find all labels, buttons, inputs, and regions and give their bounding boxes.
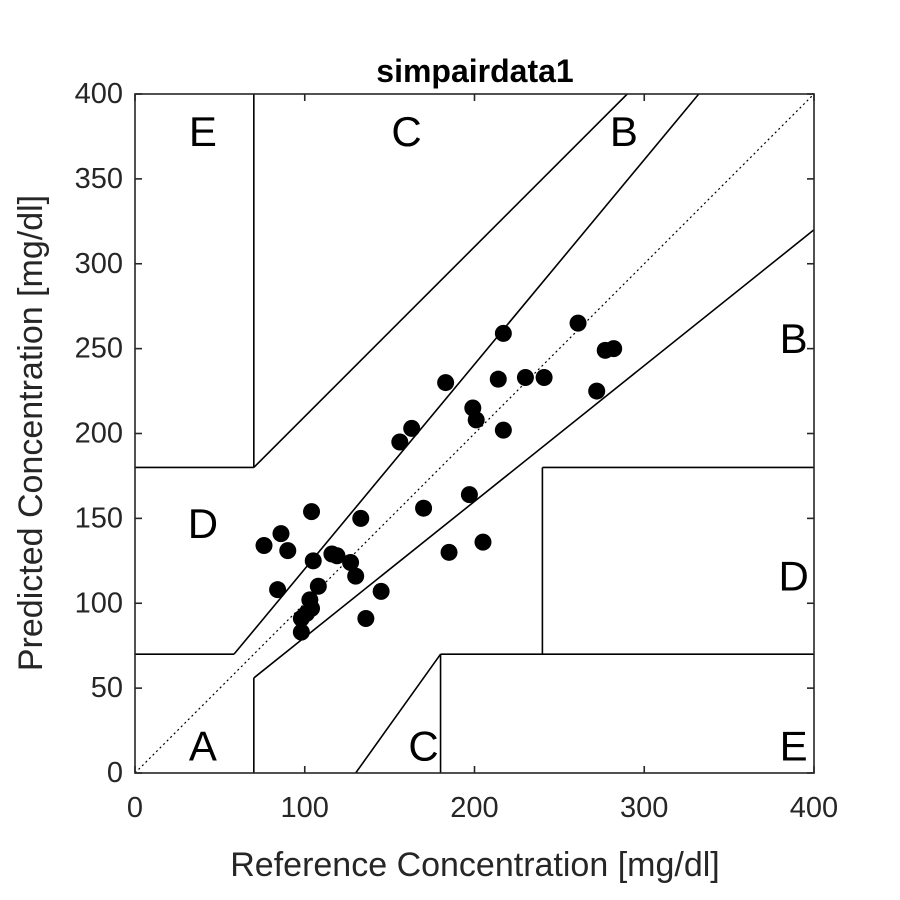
data-point	[494, 421, 512, 439]
data-point	[352, 509, 370, 527]
data-point	[605, 340, 623, 358]
y-tick-label: 200	[75, 418, 123, 450]
y-tick-label: 300	[75, 248, 123, 280]
y-tick-label: 400	[75, 78, 123, 110]
y-axis: 0 50 100 150 200 250 300 350 400	[75, 78, 814, 789]
y-tick-label: 50	[91, 672, 123, 704]
identity-line	[134, 93, 815, 774]
x-axis-label: Reference Concentration [mg/dl]	[230, 846, 719, 884]
data-point	[304, 552, 322, 570]
x-tick-label: 400	[790, 792, 838, 824]
zone-boundary-line	[253, 93, 628, 469]
data-point	[516, 368, 534, 386]
data-point	[272, 525, 290, 543]
data-point	[391, 433, 409, 451]
zone-boundary-line	[355, 653, 442, 774]
zone-labels: E C B B D D A C E	[188, 108, 809, 769]
data-point	[440, 543, 458, 561]
data-point	[494, 324, 512, 342]
data-point	[467, 411, 485, 429]
y-tick-label: 150	[75, 502, 123, 534]
zone-label: C	[408, 722, 438, 769]
data-point	[474, 533, 492, 551]
y-tick-label: 0	[107, 757, 123, 789]
data-point	[372, 582, 390, 600]
data-point	[569, 314, 587, 332]
data-point	[309, 577, 327, 595]
x-axis: 0 100 200 300 400	[127, 94, 838, 824]
data-point	[342, 554, 360, 572]
zone-label: C	[391, 108, 421, 155]
data-point	[535, 368, 553, 386]
data-point	[303, 503, 321, 521]
x-tick-label: 200	[450, 792, 498, 824]
y-tick-label: 350	[75, 163, 123, 195]
data-point	[279, 542, 297, 560]
zone-boundary-line	[253, 229, 815, 679]
data-point	[269, 581, 287, 599]
zone-label: D	[188, 500, 218, 547]
x-tick-label: 0	[127, 792, 143, 824]
y-tick-label: 100	[75, 587, 123, 619]
data-point	[357, 610, 375, 628]
data-point	[292, 610, 310, 628]
zone-label: B	[780, 315, 808, 362]
data-point	[292, 623, 310, 641]
zone-label: E	[189, 108, 217, 155]
zone-label: E	[780, 722, 808, 769]
zone-boundary-line	[233, 93, 700, 655]
zone-label: B	[610, 108, 638, 155]
data-points	[255, 314, 623, 641]
identity-line-group	[134, 93, 815, 774]
data-point	[460, 486, 478, 504]
data-point	[437, 374, 455, 392]
data-point	[403, 419, 421, 437]
data-point	[255, 537, 273, 555]
x-tick-label: 100	[281, 792, 329, 824]
zone-label: D	[778, 553, 808, 600]
x-tick-label: 300	[620, 792, 668, 824]
data-point	[347, 567, 365, 585]
zone-label: A	[189, 722, 217, 769]
data-point	[328, 547, 346, 565]
data-point	[415, 499, 433, 517]
data-point	[489, 370, 507, 388]
y-tick-label: 250	[75, 333, 123, 365]
data-point	[588, 382, 606, 400]
chart-title: simpairdata1	[376, 53, 573, 89]
y-axis-label: Predicted Concentration [mg/dl]	[12, 195, 50, 671]
